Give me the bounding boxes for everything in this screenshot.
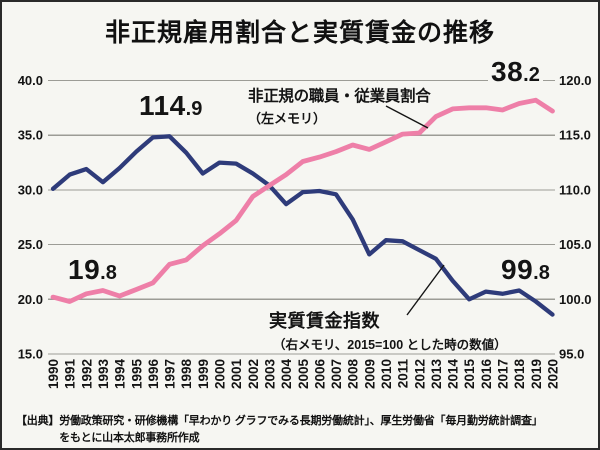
x-axis-year-label: 2007	[329, 359, 344, 389]
left-axis-tick-labels: 40.0 35.0 30.0 25.0 20.0 15.0	[18, 73, 43, 362]
leader-line-wage-label	[406, 264, 445, 316]
annotation-wage-latest: 99.8	[501, 256, 550, 284]
right-axis-tick: 110.0	[559, 182, 591, 197]
x-axis-year-label: 2016	[479, 359, 494, 390]
x-axis-year-label: 2002	[246, 359, 261, 389]
right-axis-tick: 95.0	[559, 347, 584, 362]
right-axis-tick: 105.0	[559, 237, 592, 252]
annotation-decimal: .9	[185, 98, 203, 120]
x-axis-year-label: 2001	[229, 359, 244, 390]
x-axis-year-label: 2003	[262, 359, 277, 390]
right-axis-tick-labels: 120.0 115.0 110.0 105.0 100.0 95.0	[559, 73, 592, 362]
x-axis-year-label: 2020	[546, 359, 561, 389]
x-axis-year-label: 2006	[312, 359, 327, 390]
gridlines	[48, 79, 555, 355]
source-text: 労働政策研究・研修機構「早わかり グラフでみる長期労働統計」、厚生労働省「毎月勤…	[59, 413, 590, 446]
right-axis-tick: 100.0	[559, 292, 592, 307]
x-axis-year-label: 2018	[512, 359, 527, 390]
ratio-series-name: 非正規の職員・従業員割合	[248, 88, 431, 105]
x-axis-year-label: 1998	[179, 359, 194, 390]
x-axis-year-label: 2008	[346, 359, 361, 390]
annotation-decimal: .8	[533, 262, 550, 284]
annotation-decimal: .2	[523, 64, 540, 86]
left-axis-tick: 20.0	[18, 292, 43, 307]
x-axis-year-label: 2000	[213, 359, 228, 389]
right-axis-tick: 115.0	[559, 128, 591, 143]
data-series	[50, 97, 555, 317]
annotation-decimal: .8	[100, 262, 117, 284]
wage-series-label: 実質賃金指数 （右メモリ、2015=100 とした時の数値）	[269, 307, 507, 353]
annotation-whole: 38	[491, 56, 524, 87]
series-line-ratio	[50, 97, 555, 304]
x-axis-year-label: 1996	[146, 359, 161, 390]
left-axis-tick: 25.0	[18, 237, 43, 252]
x-axis-year-label: 2013	[429, 359, 444, 390]
x-axis-year-label: 2017	[496, 359, 511, 389]
x-axis-year-label: 1993	[96, 359, 111, 390]
x-axis-year-label: 1990	[46, 359, 61, 389]
x-axis-year-label: 1991	[63, 359, 78, 390]
x-axis-year-label: 2010	[379, 359, 394, 389]
x-axis-year-labels: 1990 1991 1992 1993 1994 1995 1996 1997 1998 1999…	[46, 359, 561, 390]
x-axis-year-label: 2011	[396, 359, 411, 389]
source-note: 【出典】 労働政策研究・研修機構「早わかり グラフでみる長期労働統計」、厚生労働…	[16, 413, 590, 446]
leader-line-ratio-label	[385, 105, 429, 129]
left-axis-tick: 30.0	[18, 182, 43, 197]
annotation-whole: 19	[68, 254, 101, 285]
annotation-ratio-min: 19.8	[68, 256, 117, 284]
ratio-series-axis-note: （左メモリ）	[248, 111, 327, 126]
source-label: 【出典】	[16, 415, 60, 427]
x-axis-year-label: 1999	[196, 359, 211, 389]
x-axis-year-label: 1992	[79, 359, 94, 389]
x-axis-year-label: 2019	[529, 359, 544, 389]
x-axis-year-label: 1997	[163, 359, 178, 389]
x-axis-year-label: 1995	[129, 359, 144, 390]
source-line1: 労働政策研究・研修機構「早わかり グラフでみる長期労働統計」、厚生労働省「毎月勤…	[59, 415, 543, 427]
annotation-whole: 99	[501, 254, 534, 285]
right-axis-tick: 120.0	[559, 73, 592, 88]
wage-series-name: 実質賃金指数	[269, 311, 380, 331]
x-axis-year-label: 2012	[412, 359, 427, 389]
x-axis-year-label: 2014	[446, 359, 461, 390]
series-line-wage	[50, 134, 555, 317]
source-line2: をもとに山本太郎事務所作成	[59, 431, 200, 444]
annotation-ratio-peak: 38.2	[488, 58, 543, 86]
annotation-whole: 114	[139, 90, 186, 121]
left-axis-tick: 15.0	[18, 347, 43, 362]
x-axis-year-label: 2005	[296, 359, 311, 390]
page-title: 非正規雇用割合と実質賃金の推移	[104, 19, 495, 47]
left-axis-tick: 40.0	[18, 73, 43, 88]
wage-series-axis-note: （右メモリ、2015=100 とした時の数値）	[273, 338, 507, 352]
annotation-wage-peak: 114.9	[139, 92, 202, 120]
x-axis-year-label: 2015	[462, 359, 477, 390]
left-axis-tick: 35.0	[18, 128, 43, 143]
x-axis-year-label: 2009	[362, 359, 377, 389]
x-axis-year-label: 1994	[113, 359, 128, 390]
ratio-series-label: 非正規の職員・従業員割合 （左メモリ）	[248, 84, 431, 127]
x-axis-year-label: 2004	[279, 359, 294, 390]
